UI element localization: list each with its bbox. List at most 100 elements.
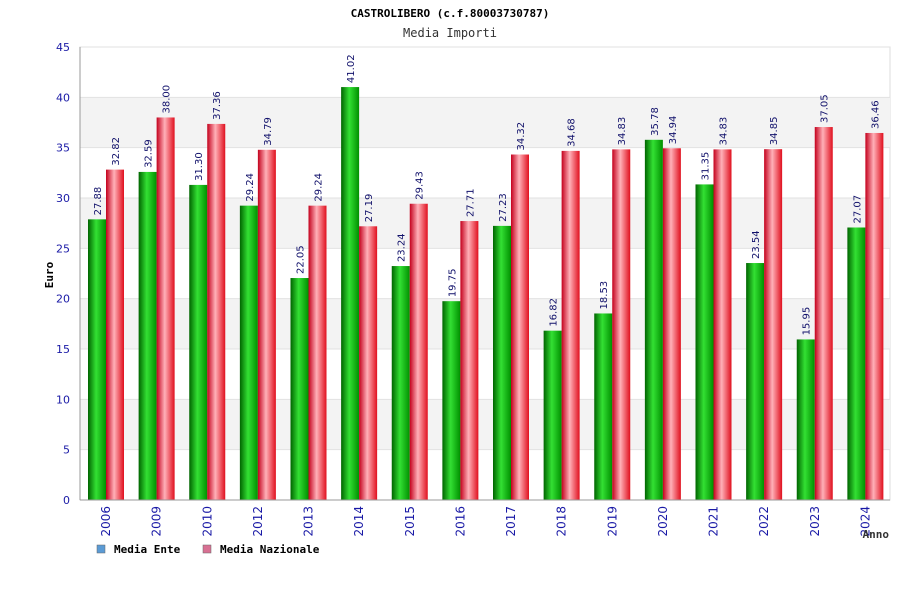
bar-value-label: 27.88: [93, 187, 104, 216]
x-tick-label: 2022: [757, 506, 771, 537]
bar-nazionale: [460, 221, 479, 500]
bar-ente: [847, 227, 866, 500]
chart-subtitle: Media Importi: [403, 26, 497, 40]
bar-ente: [543, 330, 562, 500]
bar-nazionale: [156, 117, 175, 500]
bar-ente: [239, 205, 258, 500]
bar-nazionale: [764, 149, 783, 500]
y-tick-label: 30: [56, 192, 70, 205]
bar-value-label: 23.24: [397, 233, 408, 262]
bar-nazionale: [662, 148, 681, 500]
bar-value-label: 37.05: [820, 94, 831, 123]
bar-value-label: 19.75: [447, 269, 458, 298]
bar-value-label: 34.79: [263, 117, 274, 146]
x-tick-label: 2020: [656, 506, 670, 537]
x-tick-label: 2014: [352, 506, 366, 537]
x-tick-label: 2019: [605, 506, 619, 537]
bar-value-label: 31.35: [701, 152, 712, 181]
bar-value-label: 27.71: [465, 188, 476, 217]
bar-value-label: 27.19: [364, 194, 375, 223]
bar-ente: [88, 219, 106, 500]
bar-nazionale: [561, 150, 580, 500]
x-tick-label: 2017: [504, 506, 518, 537]
bar-ente: [746, 263, 765, 500]
bar-value-label: 31.30: [194, 152, 205, 181]
bar-ente: [594, 313, 613, 500]
bar-value-label: 29.24: [245, 173, 256, 202]
bar-value-labels: 27.88 32.59 31.30 29.24 22.05 41.02 23.24 19.75…: [93, 54, 881, 335]
x-tick-label: 2015: [403, 506, 417, 537]
y-axis-label: Euro: [43, 261, 56, 288]
bar-value-label: 34.85: [769, 117, 780, 146]
bar-ente: [138, 171, 157, 500]
legend-label: Media Ente: [114, 543, 181, 556]
bar-value-label: 35.78: [650, 107, 661, 136]
x-axis-label: Anno: [863, 528, 890, 541]
bar-value-label: 27.23: [498, 193, 509, 222]
bar-value-label: 29.24: [314, 173, 325, 202]
bar-value-label: 32.82: [111, 137, 122, 166]
bar-value-label: 23.54: [751, 230, 762, 259]
bar-value-label: 29.43: [415, 171, 426, 200]
bar-ente: [644, 139, 663, 500]
bar-value-label: 34.83: [617, 117, 628, 146]
bar-value-label: 41.02: [346, 54, 357, 83]
bar-nazionale: [612, 149, 631, 501]
bar-ente: [442, 301, 461, 500]
y-tick-labels: 0 5 10 15 20 25 30 35 40 45: [56, 41, 70, 507]
bar-value-label: 34.83: [719, 117, 730, 146]
x-tick-label: 2012: [251, 506, 265, 537]
y-tick-label: 20: [56, 293, 70, 306]
y-tick-label: 25: [56, 242, 70, 255]
bar-ente: [189, 184, 208, 500]
x-tick-label: 2010: [200, 506, 214, 537]
y-tick-label: 0: [63, 494, 70, 507]
bar-ente: [695, 184, 714, 500]
bar-value-label: 34.68: [567, 118, 578, 147]
bars: [88, 87, 884, 501]
y-tick-label: 40: [56, 91, 70, 104]
bar-nazionale: [257, 149, 276, 500]
bar-nazionale: [359, 226, 378, 500]
bar-value-label: 18.53: [599, 281, 610, 310]
bar-ente: [796, 339, 815, 500]
y-tick-label: 10: [56, 393, 70, 406]
x-tick-label: 2021: [707, 506, 721, 537]
bar-value-label: 27.07: [852, 195, 863, 224]
bar-nazionale: [713, 149, 732, 501]
x-tick-label: 2006: [99, 506, 113, 537]
bar-value-label: 32.59: [144, 139, 155, 168]
bar-ente: [493, 225, 511, 500]
bar-value-label: 34.32: [516, 122, 527, 151]
legend: Media Ente Media Nazionale: [96, 543, 320, 556]
bar-value-label: 15.95: [802, 307, 813, 336]
x-tick-labels: 2006 2009 2010 2012 2013 2014 2015 2016 2017 2018…: [99, 506, 872, 537]
y-tick-label: 5: [63, 444, 70, 457]
y-tick-label: 45: [56, 41, 70, 54]
bar-nazionale: [207, 123, 226, 500]
bar-nazionale: [106, 169, 124, 500]
axes: [79, 47, 890, 501]
bar-ente: [341, 87, 360, 500]
legend-label: Media Nazionale: [220, 543, 320, 556]
x-tick-label: 2023: [808, 506, 822, 537]
bar-ente: [391, 266, 410, 500]
bar-nazionale: [308, 205, 327, 500]
y-tick-label: 15: [56, 343, 70, 356]
bar-value-label: 37.36: [212, 91, 223, 120]
y-tick-label: 35: [56, 142, 70, 155]
bar-nazionale: [865, 132, 884, 500]
legend-swatch: [96, 544, 106, 554]
x-tick-label: 2013: [302, 506, 316, 537]
x-tick-label: 2024: [858, 506, 872, 537]
x-tick-label: 2009: [150, 506, 164, 537]
bar-value-label: 34.94: [668, 116, 679, 145]
bar-value-label: 16.82: [549, 298, 560, 327]
x-tick-label: 2018: [555, 506, 569, 537]
bar-value-label: 38.00: [162, 85, 173, 114]
bar-nazionale: [814, 127, 833, 500]
chart-title: CASTROLIBERO (c.f.80003730787): [351, 7, 550, 20]
bar-value-label: 36.46: [870, 100, 881, 129]
bar-ente: [290, 278, 309, 500]
bar-nazionale: [409, 203, 428, 500]
